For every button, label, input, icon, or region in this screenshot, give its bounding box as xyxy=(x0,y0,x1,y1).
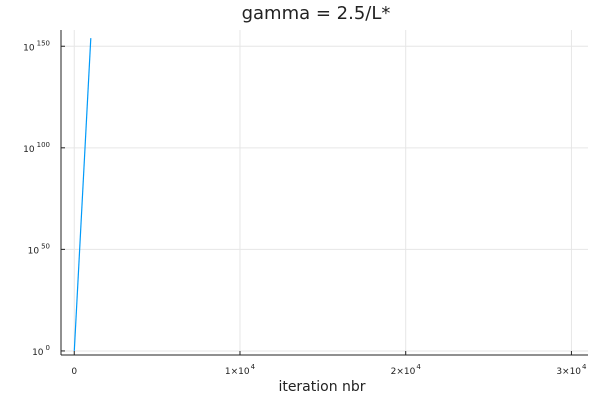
y-tick-label-base: 10 xyxy=(28,246,40,256)
y-tick-label-base: 10 xyxy=(32,348,44,358)
x-tick-label-base: 2×10 xyxy=(391,367,416,377)
y-tick-label-base: 10 xyxy=(23,145,35,155)
x-tick-label-exponent: 4 xyxy=(251,363,256,371)
axes xyxy=(60,30,588,356)
y-tick-label: 10 0 xyxy=(32,344,50,358)
y-tick-label-exponent: 50 xyxy=(41,242,50,250)
chart-title: gamma = 2.5/L* xyxy=(242,3,391,24)
y-tick-label: 10 100 xyxy=(23,141,50,155)
y-tick-label-exponent: 0 xyxy=(46,344,50,352)
x-tick-label: 3×104 xyxy=(556,363,587,377)
x-tick-label-base: 1×10 xyxy=(225,367,250,377)
series-line xyxy=(73,38,92,351)
x-tick-label-exponent: 4 xyxy=(582,363,587,371)
y-tick-label-exponent: 100 xyxy=(37,141,50,149)
grid-lines xyxy=(61,30,588,355)
x-tick-label: 1×104 xyxy=(225,363,256,377)
y-tick-label: 10 50 xyxy=(28,242,50,256)
series-layer xyxy=(73,38,92,351)
y-tick-label: 10 150 xyxy=(23,39,50,53)
x-tick-label-base: 3×10 xyxy=(556,367,581,377)
x-axis-label: iteration nbr xyxy=(278,379,365,395)
x-tick-label-exponent: 4 xyxy=(416,363,421,371)
y-tick-label-base: 10 xyxy=(23,43,35,53)
y-tick-label-exponent: 150 xyxy=(37,39,50,47)
x-tick-label: 2×104 xyxy=(391,363,422,377)
x-tick-label: 0 xyxy=(71,367,77,377)
x-tick-labels: 0 1×104 2×104 3×104 xyxy=(71,363,587,377)
x-tick-label-base: 0 xyxy=(71,367,77,377)
